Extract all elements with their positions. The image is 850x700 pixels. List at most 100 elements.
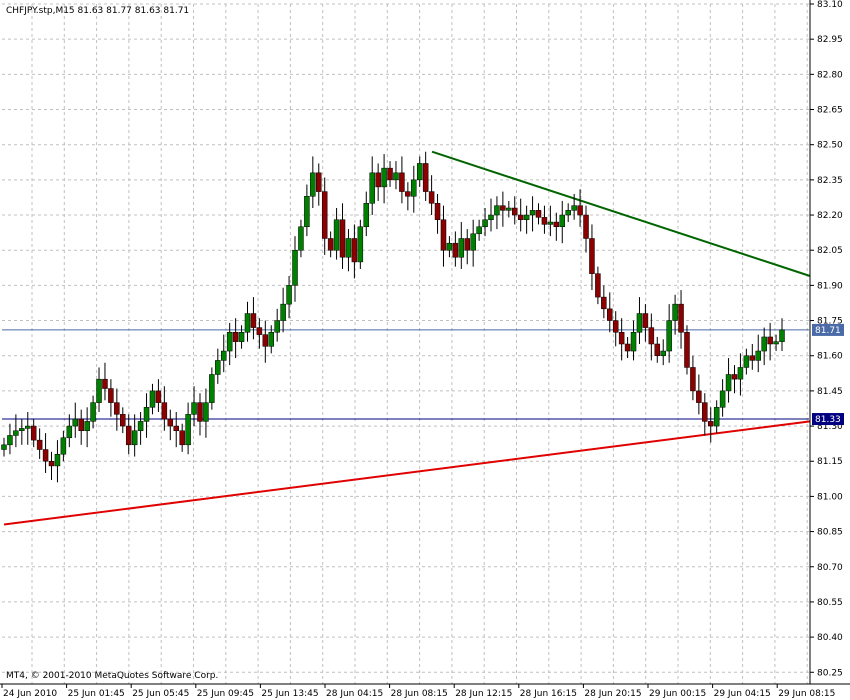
price-tick-label: 80.85	[817, 528, 843, 538]
candle-body	[60, 437, 67, 455]
candle-body	[529, 210, 536, 216]
candle-body	[737, 367, 744, 380]
candle-body	[422, 163, 429, 192]
price-tick-label: 81.60	[817, 352, 843, 362]
candle-body	[707, 421, 714, 427]
candle-body	[672, 303, 678, 321]
candle-body	[601, 296, 607, 310]
candle-body	[654, 343, 661, 356]
candle-body	[185, 414, 191, 446]
candle-body	[713, 407, 720, 427]
price-tick-label: 80.55	[817, 598, 843, 608]
candle-body	[535, 210, 542, 218]
candle-body	[167, 418, 174, 427]
candle-body	[642, 313, 649, 328]
grid	[2, 3, 809, 684]
price-tick-label: 82.65	[817, 106, 843, 116]
candle-body	[761, 336, 767, 352]
resistance-trendline	[431, 150, 811, 277]
candle-body	[779, 329, 785, 342]
price-tick-label: 80.70	[817, 563, 843, 573]
candle-body	[458, 238, 465, 258]
candle-body	[488, 214, 494, 220]
candle-body	[36, 439, 43, 450]
candle-body	[131, 430, 138, 446]
price-tick-label: 82.05	[817, 246, 843, 256]
candle-body	[446, 242, 453, 251]
candle-body	[523, 214, 530, 220]
price-tick-label: 81.45	[817, 387, 843, 397]
candle-body	[405, 191, 411, 197]
candle-body	[660, 350, 666, 356]
price-tick-label: 82.35	[817, 176, 843, 186]
candle-body	[232, 332, 239, 342]
candle-body	[96, 378, 102, 403]
candle-body	[209, 374, 215, 403]
candle-body	[464, 238, 470, 251]
candle-body	[78, 418, 84, 432]
candle-body	[351, 238, 358, 263]
candle-body	[149, 390, 156, 408]
candle-body	[684, 332, 690, 368]
price-tick-label: 81.90	[817, 281, 843, 291]
candle-body	[203, 402, 209, 422]
candle-body	[1, 444, 7, 450]
support-trendline	[3, 420, 811, 526]
candle-body	[197, 402, 203, 422]
candle-body	[719, 390, 726, 408]
time-tick-label: 29 Jun 00:15	[649, 689, 706, 699]
candle-body	[411, 179, 417, 197]
candle-body	[725, 374, 732, 392]
candle-body	[363, 203, 370, 228]
candle-body	[173, 425, 179, 432]
candle-body	[607, 308, 613, 321]
candle-body	[589, 238, 595, 274]
candle-body	[137, 421, 144, 432]
time-tick-label: 25 Jun 01:45	[68, 689, 125, 699]
candle-body	[767, 336, 773, 345]
candle-body	[220, 350, 227, 361]
candle-body	[648, 327, 655, 345]
time-tick-label: 28 Jun 20:15	[584, 689, 641, 699]
candle-body	[702, 402, 708, 422]
price-axis-labels: 83.10 82.95 82.80 82.65 82.50 82.35 82.20 82.05…	[810, 0, 843, 678]
candle-body	[262, 334, 269, 347]
price-tick-label: 81.15	[817, 457, 843, 467]
candle-body	[274, 320, 280, 333]
price-tick-label: 82.50	[817, 141, 843, 151]
candle-body	[250, 313, 257, 328]
candle-body	[108, 388, 114, 403]
candles	[1, 151, 785, 483]
candle-body	[494, 205, 500, 216]
candle-body	[155, 390, 162, 403]
candle-body	[773, 341, 779, 345]
time-tick-label: 28 Jun 08:15	[391, 689, 448, 699]
candle-body	[565, 210, 571, 216]
candle-body	[618, 332, 625, 345]
candle-body	[434, 203, 441, 220]
candle-body	[624, 343, 631, 352]
price-tick-label: 82.80	[817, 70, 843, 80]
candle-body	[114, 402, 120, 415]
support-price-tag-bg	[812, 413, 844, 426]
candle-body	[25, 425, 31, 429]
candle-body	[399, 172, 405, 192]
price-tick-label: 82.20	[817, 211, 843, 221]
candle-body	[387, 167, 393, 181]
candle-body	[506, 207, 512, 211]
candle-body	[54, 453, 61, 467]
candle-body	[500, 205, 506, 211]
time-tick-label: 28 Jun 12:15	[455, 689, 512, 699]
bid-price-tag-label: 81.71	[815, 326, 841, 336]
chart-header: CHFJPY.stp,M15 81.63 81.77 81.63 81.71	[6, 6, 189, 16]
candle-body	[316, 172, 322, 192]
candle-body	[244, 313, 251, 333]
candle-body	[476, 226, 482, 235]
time-tick-label: 29 Jun 08:15	[778, 689, 835, 699]
candle-body	[731, 374, 738, 380]
candle-body	[304, 196, 310, 228]
time-tick-label: 25 Jun 05:45	[132, 689, 189, 699]
candle-body	[268, 332, 275, 347]
candle-body	[226, 332, 233, 352]
